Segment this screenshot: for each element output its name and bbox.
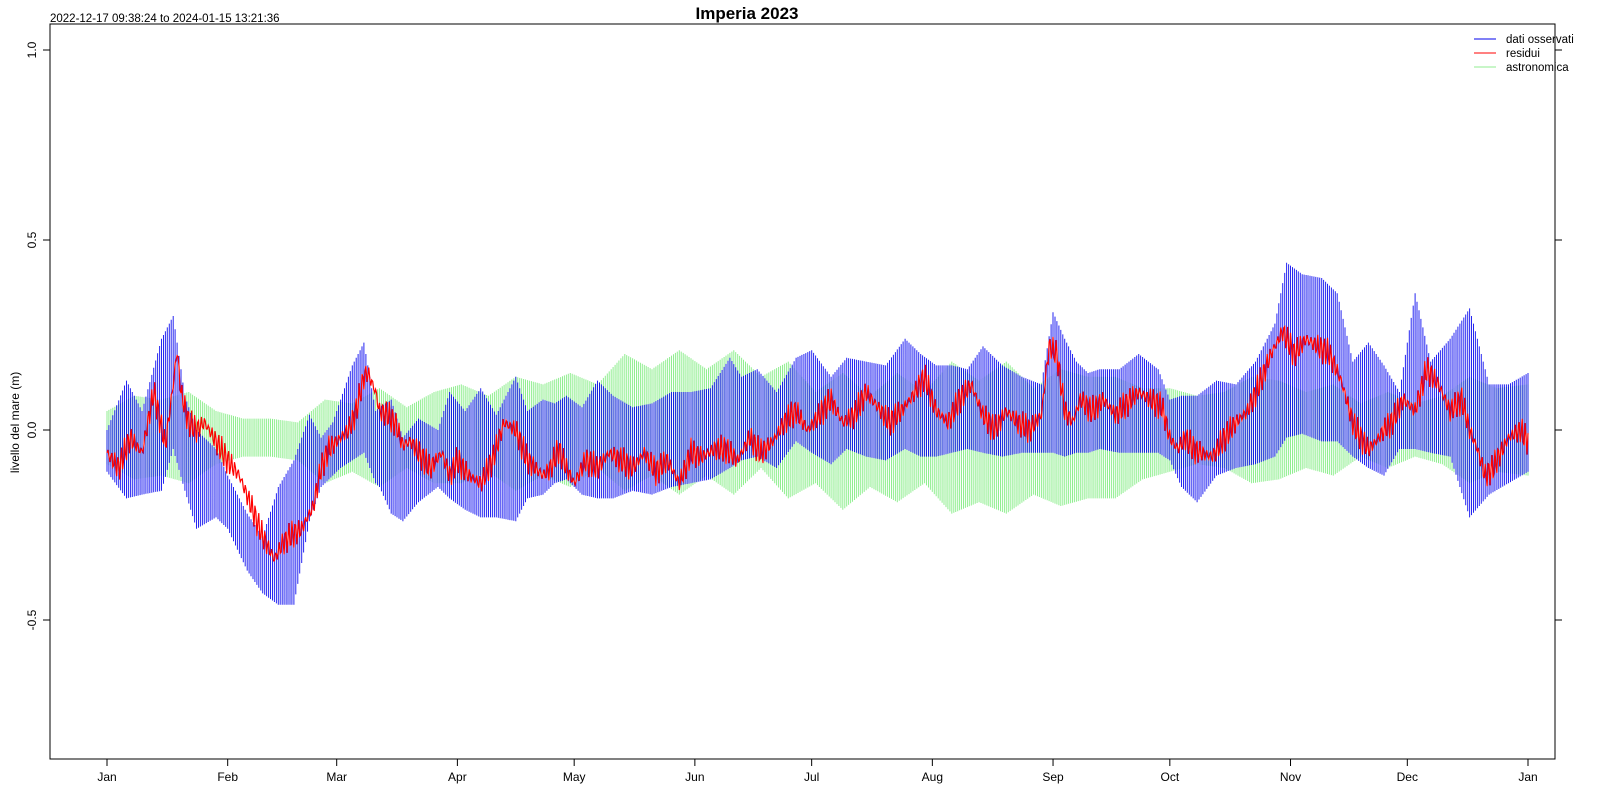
x-axis: Jan Feb Mar Apr May Jun Jul Aug Sep Oct Nov Dec Jan bbox=[97, 759, 1538, 784]
y-axis-right bbox=[1555, 49, 1562, 621]
y-axis-label: livello del mare (m) bbox=[8, 372, 22, 473]
x-tick-label: Aug bbox=[922, 770, 943, 784]
x-tick-label: Oct bbox=[1160, 770, 1179, 784]
x-tick-label: May bbox=[563, 770, 586, 784]
y-tick-label: -0.5 bbox=[25, 609, 39, 630]
chart-title: Imperia 2023 bbox=[695, 4, 798, 23]
y-tick-label: 1.0 bbox=[25, 41, 39, 58]
plot-frame bbox=[49, 23, 1556, 760]
x-tick-label: Dec bbox=[1397, 770, 1418, 784]
x-tick-label: Jul bbox=[804, 770, 819, 784]
y-axis-left: -0.5 0.0 0.5 1.0 bbox=[25, 41, 50, 630]
x-tick-label: Apr bbox=[448, 770, 467, 784]
x-tick-label: Sep bbox=[1042, 770, 1064, 784]
x-tick-label: Nov bbox=[1280, 770, 1301, 784]
series-dati-osservati bbox=[106, 262, 1529, 605]
x-tick-label: Mar bbox=[326, 770, 347, 784]
x-tick-label: Jun bbox=[685, 770, 704, 784]
legend-label: dati osservati bbox=[1506, 34, 1574, 46]
x-tick-label: Feb bbox=[217, 770, 238, 784]
date-range-label: 2022-12-17 09:38:24 to 2024-01-15 13:21:… bbox=[50, 13, 280, 25]
legend: dati osservati residui astronomica bbox=[1474, 34, 1574, 74]
x-tick-label: Jan bbox=[1518, 770, 1537, 784]
y-tick-label: 0.5 bbox=[25, 231, 39, 248]
series-line-dati-osservati bbox=[106, 262, 1529, 605]
x-tick-label: Jan bbox=[97, 770, 116, 784]
series-line-residui bbox=[106, 324, 1529, 562]
legend-label: astronomica bbox=[1506, 62, 1569, 74]
series-residui bbox=[106, 324, 1529, 562]
legend-label: residui bbox=[1506, 48, 1540, 60]
y-tick-label: 0.0 bbox=[25, 421, 39, 438]
